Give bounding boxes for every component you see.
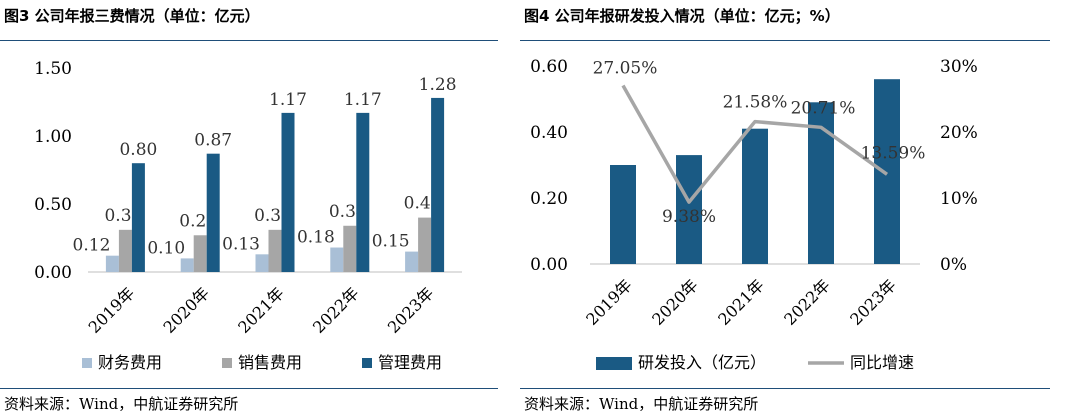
bar-1: [105, 255, 119, 272]
figure-3-label: 图3: [4, 7, 30, 25]
bar-3: [206, 153, 220, 272]
x-tick-label: 2020年: [159, 283, 213, 337]
growth-label: 20.71%: [791, 98, 856, 118]
x-tick-label: 2020年: [648, 275, 702, 329]
rd-combo-chart: 0.000.200.400.600%10%20%30%2019年 2020年 202…: [530, 57, 978, 372]
bar-2: [193, 235, 207, 272]
legend-label: 销售费用: [238, 353, 302, 372]
figure-4-top-rule: [520, 40, 1050, 41]
bar-3: [281, 112, 295, 272]
growth-line: [621, 84, 889, 204]
y-left-tick-label: 0.00: [530, 255, 568, 275]
legend-swatch: [222, 358, 232, 368]
y-left-tick-label: 0.20: [530, 189, 568, 209]
legend-swatch: [82, 358, 92, 368]
growth-label: 27.05%: [593, 58, 658, 78]
growth-label: 9.38%: [662, 207, 716, 227]
y-tick-label: 0.00: [34, 263, 72, 283]
data-label: 0.80: [119, 140, 157, 160]
y-right-tick-label: 0%: [940, 255, 967, 275]
rd-bar: [742, 128, 768, 264]
x-tick-label: 2021年: [234, 283, 288, 337]
legend-label: 同比增速: [850, 353, 914, 372]
growth-label: 21.58%: [723, 93, 788, 113]
legend-label: 研发投入（亿元）: [638, 353, 766, 372]
data-label: 0.15: [372, 232, 410, 252]
data-label: 0.12: [73, 236, 111, 256]
expense-bar-chart: 0.000.501.001.500.120.310.802019年0.100.2…: [34, 59, 462, 372]
bar-2: [118, 229, 132, 272]
bar-3: [356, 112, 370, 272]
y-right-tick-label: 20%: [940, 123, 978, 143]
figure-3-bottom-rule: [0, 388, 498, 389]
data-label: 1.17: [344, 90, 382, 110]
figure-4-source: 资料来源：Wind，中航证券研究所: [524, 395, 759, 413]
x-tick-label: 2019年: [85, 283, 139, 337]
bar-1: [405, 251, 419, 272]
bar-1: [180, 258, 194, 272]
figure-4-title-text: 公司年报研发投入情况（单位：亿元；%）: [554, 7, 840, 25]
x-tick-label: 2019年: [582, 275, 636, 329]
rd-bar: [874, 79, 900, 264]
y-tick-label: 0.50: [34, 195, 72, 215]
figure-3-title: 图3 公司年报三费情况（单位：亿元）: [4, 5, 260, 26]
bar-2: [418, 217, 432, 272]
data-label: 1.28: [419, 75, 457, 95]
figure-3-source: 资料来源：Wind，中航证券研究所: [4, 395, 239, 413]
y-left-tick-label: 0.40: [530, 123, 568, 143]
y-left-tick-label: 0.60: [530, 57, 568, 77]
legend-swatch-bar: [596, 357, 632, 370]
figure-4-label: 图4: [524, 7, 550, 25]
growth-label: 13.59%: [861, 143, 926, 163]
x-tick-label: 2021年: [714, 275, 768, 329]
rd-bar: [610, 165, 636, 264]
bar-2: [268, 229, 282, 272]
x-tick-label: 2022年: [780, 275, 834, 329]
data-label: 0.13: [222, 234, 260, 254]
bar-1: [330, 247, 344, 272]
x-tick-label: 2022年: [309, 283, 363, 337]
bar-3: [131, 163, 145, 272]
data-label: 1.17: [269, 90, 307, 110]
y-tick-label: 1.00: [34, 127, 72, 147]
y-right-tick-label: 10%: [940, 189, 978, 209]
figure-3-top-rule: [0, 40, 498, 41]
data-label: 0.18: [297, 228, 335, 248]
y-tick-label: 1.50: [34, 59, 72, 79]
data-label: 0.87: [194, 131, 232, 151]
rd-bar: [676, 155, 702, 264]
x-tick-label: 2023年: [846, 275, 900, 329]
figure-3-title-text: 公司年报三费情况（单位：亿元）: [34, 7, 260, 25]
figure-4-panel: 图4 公司年报研发投入情况（单位：亿元；%） 0.00 0.20 0.40 0.60 0…: [520, 0, 1065, 420]
bar-3: [431, 97, 445, 272]
figure-4-bottom-rule: [520, 388, 1050, 389]
legend-swatch: [362, 358, 372, 368]
data-label: 0.10: [147, 238, 185, 258]
y-right-tick-label: 30%: [940, 57, 978, 77]
x-tick-label: 2023年: [384, 283, 438, 337]
bar-2: [343, 225, 357, 272]
bar-1: [255, 254, 269, 272]
figure-4-title: 图4 公司年报研发投入情况（单位：亿元；%）: [524, 5, 840, 26]
legend-label: 管理费用: [378, 353, 442, 372]
legend-label: 财务费用: [98, 353, 162, 372]
figure-3-panel: 图3 公司年报三费情况（单位：亿元） 0.00 0.50 1.00 1.50 0.12 0…: [0, 0, 498, 420]
